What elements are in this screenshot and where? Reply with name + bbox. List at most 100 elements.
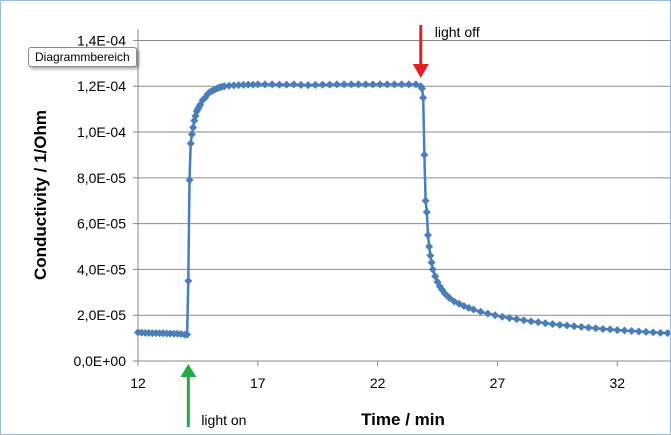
data-point xyxy=(431,272,440,281)
data-point xyxy=(234,81,243,90)
x-tick-label: 27 xyxy=(490,375,506,391)
data-point xyxy=(606,325,615,334)
y-tick-label: 1,4E-04 xyxy=(77,32,126,48)
data-point xyxy=(663,329,670,338)
data-point xyxy=(445,294,454,303)
data-point xyxy=(427,258,436,267)
x-tick-label: 12 xyxy=(130,375,146,391)
data-point xyxy=(229,81,238,90)
data-point xyxy=(613,326,622,335)
data-point xyxy=(184,276,193,285)
data-point xyxy=(555,320,564,329)
data-point xyxy=(304,81,313,90)
light-off-arrowhead xyxy=(412,64,429,78)
data-point xyxy=(491,311,500,320)
data-point xyxy=(187,130,196,139)
data-point xyxy=(426,251,435,260)
conductivity-series xyxy=(134,80,670,339)
data-point xyxy=(361,80,370,89)
data-point xyxy=(527,317,536,326)
data-point xyxy=(591,324,600,333)
data-point xyxy=(220,82,229,91)
data-point xyxy=(253,80,262,89)
data-point xyxy=(239,80,248,89)
y-tick-label: 8,0E-05 xyxy=(77,170,126,186)
data-point xyxy=(562,321,571,330)
data-point xyxy=(512,315,521,324)
data-point xyxy=(249,80,258,89)
data-point xyxy=(428,265,437,274)
data-point xyxy=(189,123,198,132)
data-point xyxy=(642,327,651,336)
data-point xyxy=(598,324,607,333)
data-point xyxy=(423,231,432,240)
x-axis-title: Time / min xyxy=(361,410,445,429)
data-point xyxy=(185,176,194,185)
data-point xyxy=(541,319,550,328)
y-tick-label: 2,0E-05 xyxy=(77,307,126,323)
data-point xyxy=(354,80,363,89)
data-point xyxy=(656,328,665,337)
x-tick-labels: 12 17 22 27 32 xyxy=(130,375,625,391)
data-point xyxy=(186,139,195,148)
data-point xyxy=(383,80,392,89)
data-point xyxy=(268,80,277,89)
data-point xyxy=(225,81,234,90)
data-point xyxy=(404,80,413,89)
data-point xyxy=(519,316,528,325)
y-tick-label: 4,0E-05 xyxy=(77,261,126,277)
light-off-label: light off xyxy=(435,24,480,40)
data-point xyxy=(311,80,320,89)
data-point xyxy=(368,80,377,89)
data-point xyxy=(649,328,658,337)
light-on-label: light on xyxy=(201,412,246,428)
data-point xyxy=(332,80,341,89)
data-point xyxy=(483,309,492,318)
data-point xyxy=(289,80,298,89)
series-line xyxy=(137,83,668,336)
data-point xyxy=(325,80,334,89)
data-point xyxy=(397,80,406,89)
data-point xyxy=(390,80,399,89)
data-point xyxy=(244,80,253,89)
data-point xyxy=(469,305,478,314)
data-point xyxy=(634,327,643,336)
data-point xyxy=(347,80,356,89)
annotations: light on light off xyxy=(180,24,480,428)
chart-area-tooltip: Diagrammbereich xyxy=(28,47,137,67)
data-point xyxy=(627,327,636,336)
data-point xyxy=(548,320,557,329)
data-point xyxy=(296,80,305,89)
data-point xyxy=(584,323,593,332)
x-tick-label: 22 xyxy=(370,375,386,391)
axes xyxy=(133,29,670,366)
data-point xyxy=(570,322,579,331)
y-tick-label: 1,2E-04 xyxy=(77,78,126,94)
data-point xyxy=(376,80,385,89)
data-point xyxy=(422,208,431,217)
gridlines xyxy=(138,39,670,316)
y-tick-label: 1,0E-04 xyxy=(77,124,126,140)
data-point xyxy=(282,80,291,89)
y-axis-title: Conductivity / 1/Ohm xyxy=(31,110,50,280)
data-point xyxy=(476,307,485,316)
data-point xyxy=(620,326,629,335)
y-tick-label: 6,0E-05 xyxy=(77,216,126,232)
data-point xyxy=(498,312,507,321)
data-point xyxy=(577,322,586,331)
data-point xyxy=(275,80,284,89)
data-point xyxy=(340,80,349,89)
data-point xyxy=(534,318,543,327)
data-point xyxy=(505,313,514,322)
data-point xyxy=(417,84,426,93)
x-tick-label: 32 xyxy=(609,375,625,391)
data-point xyxy=(420,150,429,159)
x-tick-label: 17 xyxy=(250,375,266,391)
data-point xyxy=(261,80,270,89)
y-tick-label: 0,0E+00 xyxy=(73,353,126,369)
data-point xyxy=(421,196,430,205)
light-on-arrowhead xyxy=(180,364,197,377)
data-point xyxy=(318,80,327,89)
